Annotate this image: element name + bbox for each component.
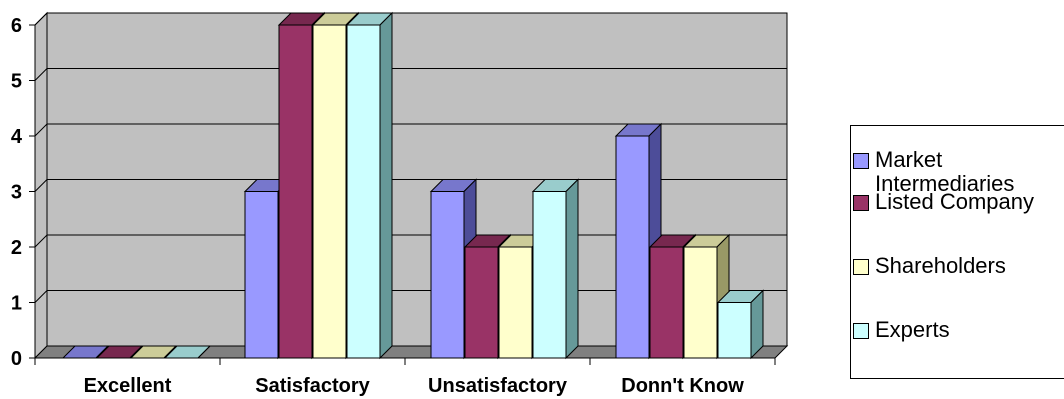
y-tick-label: 4 [11, 126, 23, 148]
legend-label: Experts [875, 317, 950, 342]
gridline [34, 123, 787, 137]
x-category-label: Unsatisfactory [428, 375, 568, 397]
y-tick-label: 2 [11, 237, 22, 259]
bar [531, 178, 580, 360]
legend-item-experts: Experts [853, 318, 1061, 342]
bar-side [129, 345, 143, 359]
gridline [34, 12, 787, 26]
legend-item-shareholders: Shareholders [853, 254, 1061, 278]
y-axis-ticks: 0 1 2 3 4 5 6 [11, 15, 35, 370]
bar-front [532, 191, 567, 359]
bar-front [615, 135, 650, 359]
bar-front [498, 246, 533, 359]
bar-front [430, 191, 465, 359]
legend-swatch [853, 195, 869, 211]
bar-front [278, 24, 313, 359]
y-tick-label: 1 [11, 293, 22, 315]
x-axis-categories: Excellent Satisfactory Unsatisfactory Donn'… [34, 358, 776, 397]
bar-front [244, 191, 279, 359]
bar [716, 289, 765, 360]
bar-front [464, 246, 499, 359]
bar-side [379, 11, 393, 360]
bar-side [565, 178, 579, 360]
bar-side [750, 289, 764, 360]
bar-side [95, 345, 109, 359]
legend-item-market-intermediaries: Market Intermediaries [853, 148, 1061, 196]
gridline [34, 68, 787, 81]
bar [129, 345, 178, 359]
bar-front [312, 24, 347, 359]
x-category-label: Satisfactory [255, 375, 370, 397]
y-tick-label: 0 [11, 348, 22, 370]
legend-label: Market Intermediaries [875, 147, 1015, 196]
bar-side [197, 345, 211, 359]
gridline [34, 179, 787, 192]
bar [345, 11, 394, 360]
x-category-label: Donn't Know [621, 375, 744, 397]
legend-label: Listed Company [875, 189, 1034, 214]
y-tick-label: 5 [11, 71, 22, 93]
legend-item-listed-company: Listed Company [853, 190, 1061, 214]
legend-swatch [853, 323, 869, 339]
legend-label: Shareholders [875, 253, 1006, 278]
bar-front [346, 24, 381, 359]
x-category-label: Excellent [84, 375, 172, 397]
bar-front [717, 302, 752, 359]
y-tick-label: 6 [11, 15, 22, 37]
legend: Market Intermediaries Listed Company Sha… [850, 125, 1064, 379]
bar-front [649, 246, 684, 359]
bars [61, 11, 765, 360]
bar [614, 122, 663, 360]
y-tick-label: 3 [11, 182, 22, 204]
bar-side [163, 345, 177, 359]
legend-swatch [853, 153, 869, 169]
bar-front [683, 246, 718, 359]
legend-swatch [853, 259, 869, 275]
